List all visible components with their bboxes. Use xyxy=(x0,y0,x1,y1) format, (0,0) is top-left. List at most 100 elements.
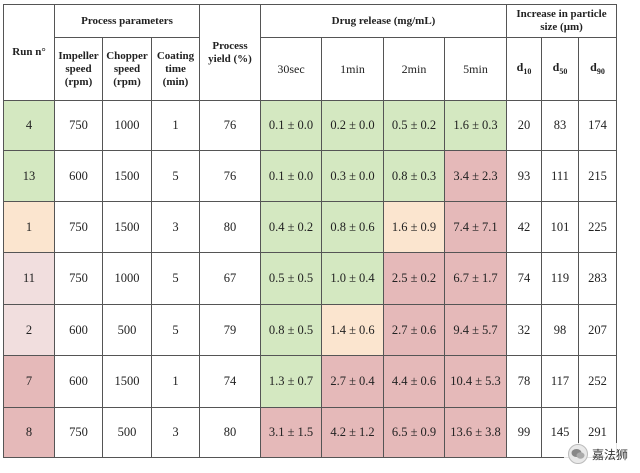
chopper-cell: 1000 xyxy=(102,252,152,305)
header-coating-time: Coating time (min) xyxy=(151,37,200,101)
release-cell: 2.7 ± 0.6 xyxy=(383,304,445,356)
run-cell: 7 xyxy=(3,355,55,408)
d50-cell: 101 xyxy=(541,201,579,253)
yield-cell: 74 xyxy=(199,355,261,408)
coating-cell: 5 xyxy=(151,304,200,356)
release-cell: 0.4 ± 0.2 xyxy=(260,201,322,253)
run-cell: 8 xyxy=(3,407,55,458)
d90-cell: 225 xyxy=(578,201,617,253)
release-cell: 6.5 ± 0.9 xyxy=(383,407,445,458)
header-process-yield: Process yield (%) xyxy=(199,4,261,101)
watermark-text: 嘉法狮 xyxy=(591,447,628,462)
header-chopper-speed: Chopper speed (rpm) xyxy=(102,37,152,101)
header-d10: d10 xyxy=(506,37,542,101)
table-row: 2 600 500 5 79 0.8 ± 0.5 1.4 ± 0.6 2.7 ± 0.6 9.4… xyxy=(3,304,617,356)
table-row: 13 600 1500 5 76 0.1 ± 0.0 0.3 ± 0.0 0.8 ± 0.3 3… xyxy=(3,150,617,202)
release-cell: 0.8 ± 0.3 xyxy=(383,150,445,202)
release-cell: 6.7 ± 1.7 xyxy=(444,252,507,305)
d10-cell: 93 xyxy=(506,150,542,202)
header-impeller-speed: Impeller speed (rpm) xyxy=(54,37,103,101)
results-table: Run n° Process parameters Process yield … xyxy=(3,4,617,458)
header-2min: 2min xyxy=(383,37,445,101)
run-cell: 11 xyxy=(3,252,55,305)
table-row: 1 750 1500 3 80 0.4 ± 0.2 0.8 ± 0.6 1.6 ± 0.9 7.… xyxy=(3,201,617,253)
header-1min: 1min xyxy=(321,37,384,101)
run-cell: 1 xyxy=(3,201,55,253)
release-cell: 1.6 ± 0.3 xyxy=(444,100,507,151)
d50-cell: 117 xyxy=(541,355,579,408)
d50-cell: 83 xyxy=(541,100,579,151)
header-drug-release: Drug release (mg/mL) xyxy=(260,4,507,38)
release-cell: 0.5 ± 0.5 xyxy=(260,252,322,305)
release-cell: 9.4 ± 5.7 xyxy=(444,304,507,356)
table-body: 4 750 1000 1 76 0.1 ± 0.0 0.2 ± 0.0 0.5 ± 0.2 1.… xyxy=(3,100,617,458)
chopper-cell: 500 xyxy=(102,407,152,458)
coating-cell: 3 xyxy=(151,201,200,253)
impeller-cell: 750 xyxy=(54,201,103,253)
d90-cell: 207 xyxy=(578,304,617,356)
d90-cell: 283 xyxy=(578,252,617,305)
yield-cell: 80 xyxy=(199,201,261,253)
release-cell: 10.4 ± 5.3 xyxy=(444,355,507,408)
impeller-cell: 750 xyxy=(54,100,103,151)
table-row: 4 750 1000 1 76 0.1 ± 0.0 0.2 ± 0.0 0.5 ± 0.2 1.… xyxy=(3,100,617,151)
release-cell: 1.4 ± 0.6 xyxy=(321,304,384,356)
run-cell: 2 xyxy=(3,304,55,356)
table-row: 11 750 1000 5 67 0.5 ± 0.5 1.0 ± 0.4 2.5 ± 0.2 6… xyxy=(3,252,617,305)
d50-cell: 111 xyxy=(541,150,579,202)
d10-cell: 42 xyxy=(506,201,542,253)
header-process-parameters: Process parameters xyxy=(54,4,200,38)
release-cell: 7.4 ± 7.1 xyxy=(444,201,507,253)
d50-cell: 119 xyxy=(541,252,579,305)
chopper-cell: 1500 xyxy=(102,150,152,202)
impeller-cell: 600 xyxy=(54,304,103,356)
impeller-cell: 600 xyxy=(54,355,103,408)
release-cell: 4.4 ± 0.6 xyxy=(383,355,445,408)
table-row: 8 750 500 3 80 3.1 ± 1.5 4.2 ± 1.2 6.5 ± 0.9 13.… xyxy=(3,407,617,458)
coating-cell: 1 xyxy=(151,355,200,408)
header-5min: 5min xyxy=(444,37,507,101)
yield-cell: 67 xyxy=(199,252,261,305)
chopper-cell: 1500 xyxy=(102,201,152,253)
chopper-cell: 1500 xyxy=(102,355,152,408)
impeller-cell: 600 xyxy=(54,150,103,202)
header-d90: d90 xyxy=(578,37,617,101)
header-run: Run n° xyxy=(3,4,55,101)
release-cell: 0.1 ± 0.0 xyxy=(260,150,322,202)
yield-cell: 80 xyxy=(199,407,261,458)
release-cell: 0.1 ± 0.0 xyxy=(260,100,322,151)
coating-cell: 5 xyxy=(151,150,200,202)
d90-cell: 252 xyxy=(578,355,617,408)
release-cell: 1.6 ± 0.9 xyxy=(383,201,445,253)
release-cell: 13.6 ± 3.8 xyxy=(444,407,507,458)
header-30sec: 30sec xyxy=(260,37,322,101)
release-cell: 0.2 ± 0.0 xyxy=(321,100,384,151)
release-cell: 0.8 ± 0.6 xyxy=(321,201,384,253)
impeller-cell: 750 xyxy=(54,407,103,458)
header-d50: d50 xyxy=(541,37,579,101)
release-cell: 2.5 ± 0.2 xyxy=(383,252,445,305)
d50-cell: 98 xyxy=(541,304,579,356)
run-cell: 4 xyxy=(3,100,55,151)
release-cell: 3.1 ± 1.5 xyxy=(260,407,322,458)
coating-cell: 1 xyxy=(151,100,200,151)
release-cell: 0.8 ± 0.5 xyxy=(260,304,322,356)
chopper-cell: 500 xyxy=(102,304,152,356)
yield-cell: 76 xyxy=(199,100,261,151)
header-particle-size: Increase in particle size (μm) xyxy=(506,4,617,38)
release-cell: 0.3 ± 0.0 xyxy=(321,150,384,202)
impeller-cell: 750 xyxy=(54,252,103,305)
coating-cell: 3 xyxy=(151,407,200,458)
chopper-cell: 1000 xyxy=(102,100,152,151)
release-cell: 1.3 ± 0.7 xyxy=(260,355,322,408)
d90-cell: 174 xyxy=(578,100,617,151)
d90-cell: 215 xyxy=(578,150,617,202)
d10-cell: 99 xyxy=(506,407,542,458)
d10-cell: 78 xyxy=(506,355,542,408)
release-cell: 3.4 ± 2.3 xyxy=(444,150,507,202)
watermark: 嘉法狮 xyxy=(563,443,632,465)
yield-cell: 76 xyxy=(199,150,261,202)
wechat-icon xyxy=(567,444,588,464)
release-cell: 1.0 ± 0.4 xyxy=(321,252,384,305)
release-cell: 2.7 ± 0.4 xyxy=(321,355,384,408)
